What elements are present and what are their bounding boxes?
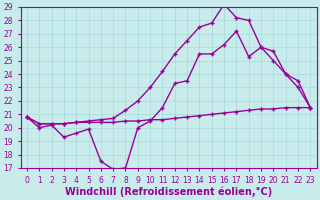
X-axis label: Windchill (Refroidissement éolien,°C): Windchill (Refroidissement éolien,°C): [65, 186, 272, 197]
